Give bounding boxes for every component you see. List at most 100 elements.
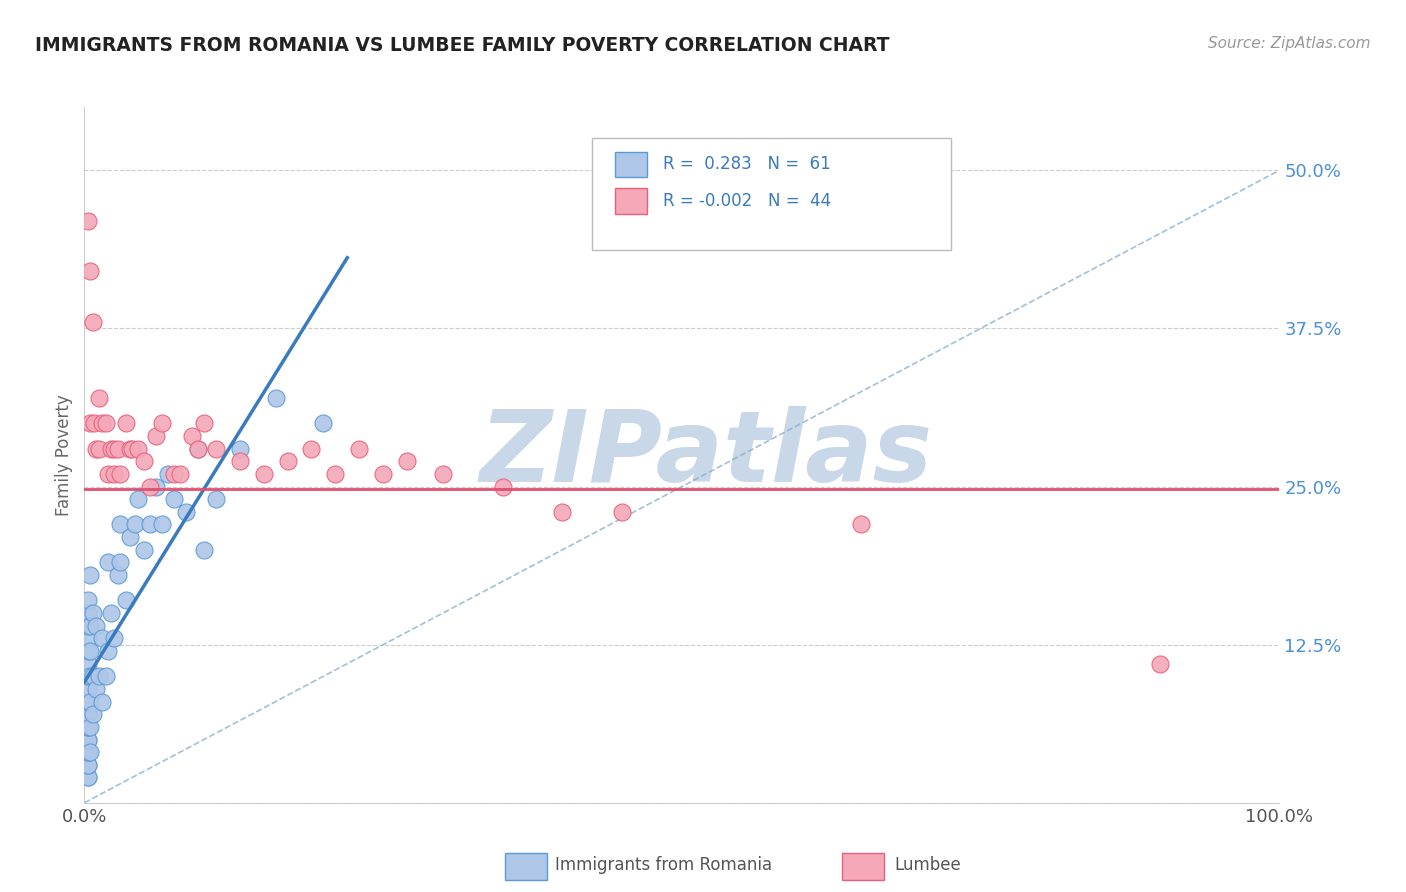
Point — [115, 593, 138, 607]
Point — [124, 517, 146, 532]
Point — [83, 417, 105, 431]
Point — [77, 745, 100, 759]
Point — [264, 391, 287, 405]
Point — [79, 618, 101, 632]
Point — [181, 429, 204, 443]
FancyBboxPatch shape — [614, 188, 647, 214]
Point — [169, 467, 191, 481]
Point — [77, 593, 100, 607]
Point — [94, 669, 117, 683]
Point — [79, 745, 101, 759]
Point — [551, 505, 574, 519]
Text: Lumbee: Lumbee — [894, 856, 960, 874]
Point — [127, 442, 149, 456]
Point — [77, 720, 100, 734]
Point — [107, 442, 129, 456]
Point — [107, 568, 129, 582]
Point — [82, 315, 104, 329]
Point — [103, 467, 125, 481]
Point — [118, 530, 141, 544]
Point — [77, 606, 100, 620]
Text: R = -0.002   N =  44: R = -0.002 N = 44 — [664, 193, 831, 211]
Point — [77, 732, 100, 747]
Point — [325, 467, 347, 481]
Point — [1149, 657, 1171, 671]
Point — [87, 391, 110, 405]
Point — [97, 467, 120, 481]
Point — [150, 517, 173, 532]
Point — [229, 454, 252, 468]
Text: ZIPatlas: ZIPatlas — [479, 407, 932, 503]
Text: IMMIGRANTS FROM ROMANIA VS LUMBEE FAMILY POVERTY CORRELATION CHART: IMMIGRANTS FROM ROMANIA VS LUMBEE FAMILY… — [35, 36, 890, 54]
Point — [97, 644, 120, 658]
Point — [77, 732, 100, 747]
Point — [79, 264, 101, 278]
Point — [118, 442, 141, 456]
Point — [97, 556, 120, 570]
Point — [492, 479, 515, 493]
Point — [301, 442, 323, 456]
FancyBboxPatch shape — [614, 152, 647, 178]
Point — [100, 442, 122, 456]
Point — [187, 442, 209, 456]
Point — [77, 720, 100, 734]
Point — [77, 214, 100, 228]
Point — [77, 695, 100, 709]
Point — [91, 632, 114, 646]
Y-axis label: Family Poverty: Family Poverty — [55, 394, 73, 516]
Point — [193, 417, 215, 431]
Point — [193, 542, 215, 557]
Point — [205, 492, 228, 507]
Point — [110, 556, 132, 570]
Point — [132, 542, 156, 557]
Point — [115, 417, 138, 431]
Point — [612, 505, 634, 519]
Point — [86, 618, 108, 632]
Point — [77, 707, 100, 722]
Point — [145, 429, 167, 443]
Point — [139, 517, 162, 532]
Point — [312, 417, 335, 431]
Point — [110, 517, 132, 532]
Point — [163, 467, 186, 481]
Point — [86, 442, 108, 456]
Point — [187, 442, 209, 456]
Point — [103, 442, 125, 456]
Point — [127, 492, 149, 507]
Point — [277, 454, 299, 468]
Point — [150, 417, 173, 431]
Text: Source: ZipAtlas.com: Source: ZipAtlas.com — [1208, 36, 1371, 51]
Point — [229, 442, 252, 456]
Point — [79, 695, 101, 709]
Point — [77, 771, 100, 785]
Point — [79, 417, 101, 431]
Point — [373, 467, 395, 481]
Point — [77, 681, 100, 696]
Point — [79, 568, 101, 582]
Point — [110, 467, 132, 481]
Point — [253, 467, 276, 481]
Point — [82, 707, 104, 722]
Text: Immigrants from Romania: Immigrants from Romania — [555, 856, 772, 874]
Point — [87, 442, 110, 456]
Point — [349, 442, 371, 456]
Point — [79, 644, 101, 658]
Point — [121, 442, 143, 456]
Point — [77, 618, 100, 632]
Point — [205, 442, 228, 456]
Point — [91, 417, 114, 431]
Point — [432, 467, 454, 481]
Point — [77, 771, 100, 785]
Point — [132, 454, 156, 468]
Point — [77, 707, 100, 722]
Point — [100, 606, 122, 620]
Point — [103, 632, 125, 646]
Point — [91, 695, 114, 709]
Point — [139, 479, 162, 493]
Point — [87, 669, 110, 683]
Point — [77, 757, 100, 772]
Point — [851, 517, 873, 532]
Point — [396, 454, 419, 468]
Text: R =  0.283   N =  61: R = 0.283 N = 61 — [664, 155, 831, 173]
Point — [77, 644, 100, 658]
